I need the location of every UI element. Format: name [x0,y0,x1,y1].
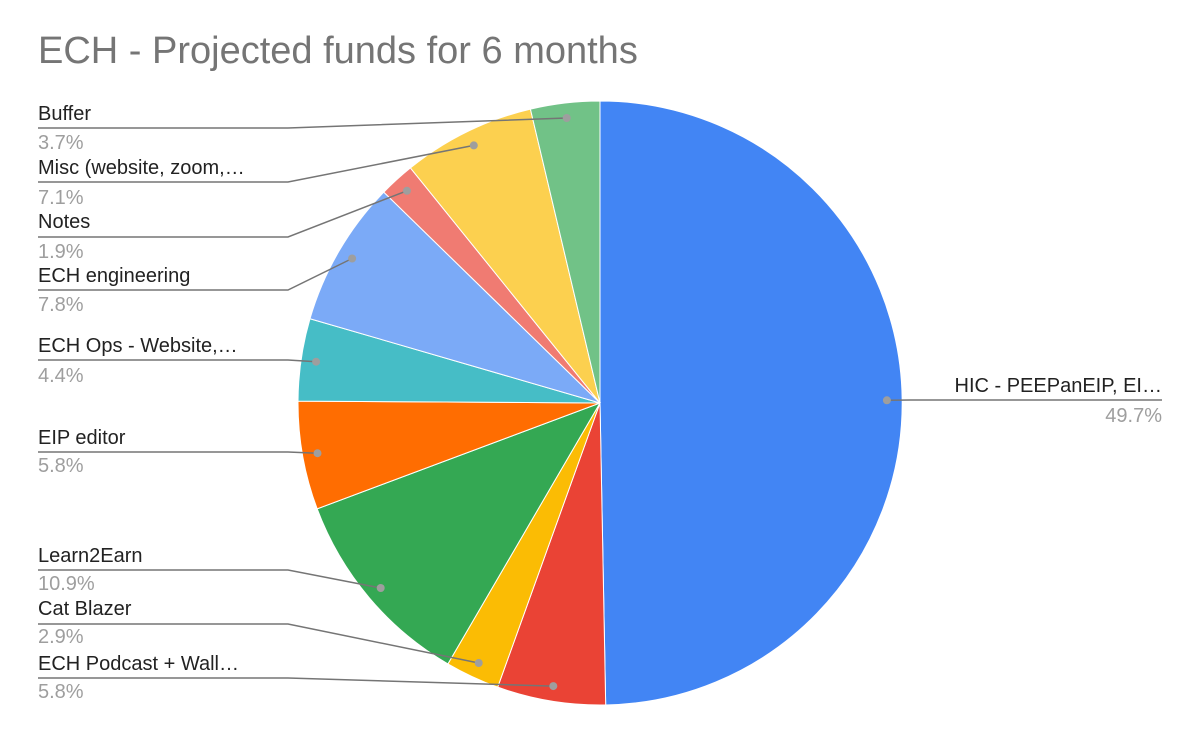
leader-dot [402,186,411,195]
slice-label: Misc (website, zoom,… [38,157,245,179]
leader-line [38,623,479,664]
slice-percent: 10.9% [38,573,95,595]
slice-percent: 4.4% [38,365,84,387]
slice-percent: 49.7% [1105,405,1162,427]
leader-line [38,117,567,129]
slice-percent: 7.1% [38,187,84,209]
leader-dot [313,449,322,458]
slice-label: ECH Podcast + Wall… [38,653,239,675]
pie-slice [529,100,601,404]
slice-label: Notes [38,211,90,233]
slice-percent: 3.7% [38,132,84,154]
leader-dot [348,254,357,263]
pie-slice [309,191,601,404]
leader-dot [376,584,385,592]
slice-label: Cat Blazer [38,598,132,620]
slice-label: ECH Ops - Website,… [38,335,238,357]
leader-dot [562,114,571,122]
slice-percent: 5.8% [38,455,84,477]
chart-title: ECH - Projected funds for 6 months [38,30,638,72]
leader-dot [549,682,558,691]
slice-label: Learn2Earn [38,545,143,567]
slice-label: Buffer [38,103,91,125]
pie-slice [599,100,903,706]
leader-dot [882,396,891,405]
leader-line [38,569,381,589]
leader-line [38,144,474,183]
leader-line [38,257,353,291]
slice-percent: 1.9% [38,241,84,263]
slice-percent: 7.8% [38,294,84,316]
leader-dot [474,659,483,667]
leader-dot [469,141,478,150]
slice-label: HIC - PEEPanEIP, EI… [955,375,1163,397]
pie-slice [409,108,601,404]
leader-line [38,677,554,687]
pie-slice [316,402,602,665]
slice-percent: 2.9% [38,626,84,648]
leader-line [38,359,317,363]
leader-line [38,190,408,238]
leader-dot [312,357,321,366]
leader-line [38,451,318,454]
slice-label: EIP editor [38,427,126,449]
slice-label: ECH engineering [38,265,190,287]
slice-percent: 5.8% [38,681,84,703]
